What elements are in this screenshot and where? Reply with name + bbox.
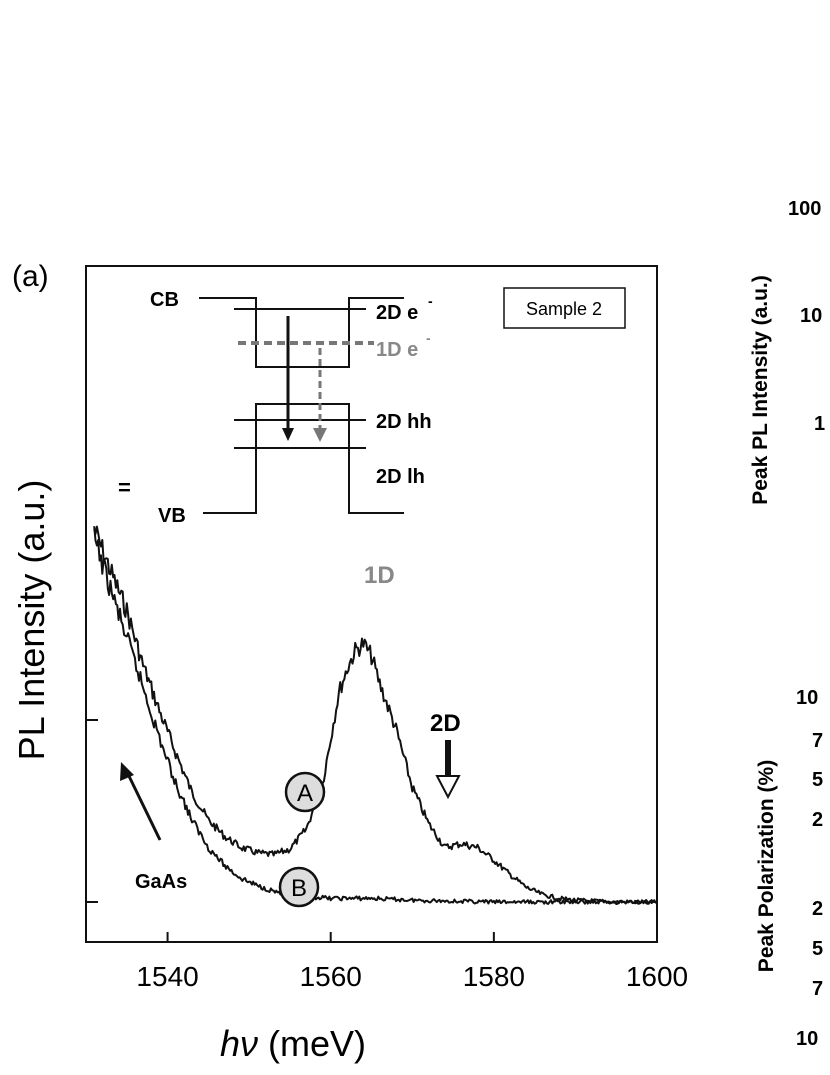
equals-mark: = [118, 475, 131, 500]
right-bottom-y-label: Peak Polarization (%) [755, 760, 778, 972]
x-tick-label: 1560 [300, 961, 362, 992]
label-2d-hh: 2D hh [376, 411, 432, 433]
right-bottom-tick-5: 5 [812, 938, 823, 960]
right-top-tick-1: 10 [800, 305, 822, 327]
x-axis-label: hν (meV) [220, 1023, 366, 1064]
peak-2d-arrow-head [435, 775, 461, 800]
label-2d-lh: 2D lh [376, 466, 425, 488]
conduction-band-edge [199, 297, 404, 368]
right-bottom-tick-7: 10 [796, 1028, 818, 1050]
series-layer [93, 525, 658, 905]
transition-arrow-1d-head [313, 428, 327, 442]
right-top-y-label: Peak PL Intensity (a.u.) [749, 275, 772, 505]
label-1d-e-minus: - [426, 330, 431, 346]
right-bottom-tick-2: 5 [812, 769, 823, 791]
gaas-arrow-head [120, 762, 134, 781]
label-2d-e-minus: - [428, 293, 433, 309]
vb-label: VB [158, 505, 186, 527]
right-top-tick-2: 1 [814, 413, 825, 435]
marker-b-circle [278, 866, 320, 908]
label-1d-e: 1D e [376, 339, 418, 361]
marker-b-label: B [291, 875, 307, 902]
x-tick-label: 1580 [463, 961, 525, 992]
marker-a-label: A [297, 780, 313, 807]
spectrum-line-a [93, 525, 658, 905]
label-2d-e: 2D e [376, 302, 418, 324]
marker-a-circle [284, 771, 326, 813]
peak-1d-label: 1D [364, 562, 395, 589]
y-axis-label: PL Intensity (a.u.) [11, 480, 52, 761]
right-top-tick-0: 100 [788, 198, 821, 220]
x-tick-label: 1600 [626, 961, 688, 992]
transition-arrow-2d-head [282, 428, 294, 441]
panel-label: (a) [12, 260, 49, 293]
x-axis-ticks: 1540 1560 1580 1600 [136, 932, 688, 992]
right-bottom-tick-4: 2 [812, 898, 823, 920]
plot-frame [85, 265, 658, 943]
sample-label-box [503, 287, 626, 329]
right-bottom-tick-0: 10 [796, 687, 818, 709]
sample-label: Sample 2 [526, 299, 602, 319]
band-diagram-inset: CB VB 2D e - 1D e - 2D hh 2D lh [150, 289, 433, 527]
cb-label: CB [150, 289, 179, 311]
right-bottom-tick-6: 7 [812, 978, 823, 1000]
right-bottom-tick-1: 7 [812, 730, 823, 752]
x-tick-label: 1540 [136, 961, 198, 992]
gaas-label: GaAs [135, 871, 187, 893]
peak-2d-label: 2D [430, 710, 461, 737]
right-bottom-tick-3: 2 [812, 809, 823, 831]
valence-band-edge [203, 403, 404, 514]
y-axis-ticks [86, 719, 98, 903]
spectrum-line-b [93, 526, 658, 905]
gaas-arrow [125, 771, 162, 841]
